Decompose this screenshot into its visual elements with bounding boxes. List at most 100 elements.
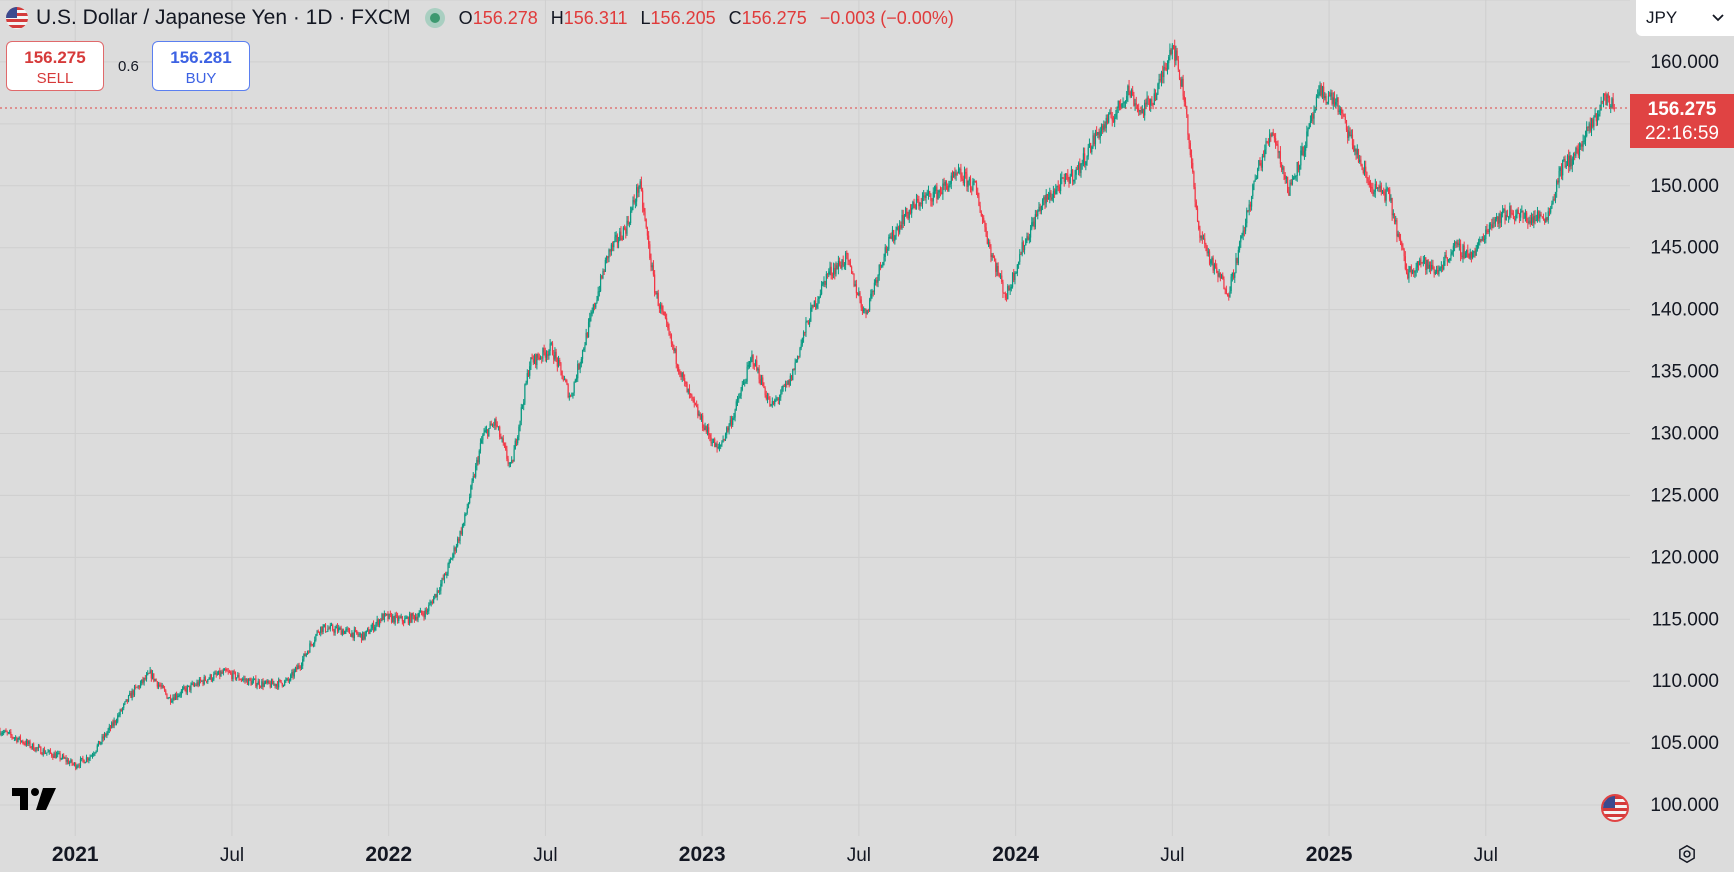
candle-body: [99, 741, 101, 745]
candle-body: [1321, 86, 1324, 96]
candle-body: [642, 190, 644, 208]
symbol-title[interactable]: U.S. Dollar / Japanese Yen · 1D · FXCM: [36, 6, 411, 29]
candle-body: [507, 458, 509, 464]
candle-body: [1187, 114, 1189, 135]
candle-body: [327, 628, 329, 632]
candle-body: [1184, 101, 1187, 107]
candle-body: [1399, 238, 1402, 242]
y-tick-label: 105.000: [1650, 733, 1719, 754]
buy-button[interactable]: 156.281 BUY: [152, 41, 250, 91]
candle-body: [702, 415, 704, 428]
candle-body: [814, 300, 817, 308]
candle-body: [344, 630, 346, 635]
candle-body: [473, 476, 476, 477]
tradingview-logo-icon[interactable]: [10, 786, 60, 812]
us-flag-icon[interactable]: [1601, 794, 1629, 822]
last-price-label: 156.275 22:16:59: [1630, 94, 1734, 149]
candle-body: [817, 299, 819, 305]
candle-body: [1529, 220, 1531, 224]
candle-body: [1369, 185, 1372, 187]
candle-body: [1090, 143, 1092, 153]
candle-body: [844, 253, 847, 265]
candle-body: [787, 380, 789, 384]
candle-body: [1291, 179, 1294, 185]
candle-body: [1275, 138, 1277, 145]
candle-body: [1435, 269, 1438, 272]
market-open-icon[interactable]: [424, 8, 445, 28]
candle-body: [828, 271, 830, 275]
candle-body: [1594, 113, 1596, 118]
candle-body: [572, 392, 574, 396]
candle-body: [963, 171, 966, 184]
candle-body: [466, 507, 468, 513]
candle-body: [1277, 144, 1279, 153]
candle-body: [519, 420, 521, 427]
settings-gear-icon[interactable]: [1676, 843, 1698, 865]
candle-body: [567, 384, 569, 398]
candle-body: [346, 628, 348, 630]
candle-body: [763, 385, 765, 389]
candle-body: [823, 280, 825, 282]
candle-body: [1606, 94, 1608, 106]
candle-body: [531, 357, 533, 360]
candle-body: [1532, 217, 1534, 223]
candle-body: [190, 684, 192, 691]
candle-body: [388, 613, 390, 619]
candle-body: [977, 192, 979, 197]
candle-body: [1583, 140, 1585, 142]
candle-body: [1371, 186, 1373, 189]
x-tick-label: Jul: [847, 845, 871, 866]
candle-body: [1360, 159, 1362, 165]
candle-body: [1468, 257, 1470, 259]
candle-body: [1166, 63, 1169, 70]
candle-body: [353, 629, 355, 639]
candle-body: [1397, 233, 1399, 237]
candle-body: [730, 419, 733, 425]
currency-select[interactable]: JPY: [1636, 0, 1734, 36]
candle-body: [562, 378, 564, 381]
candle-body: [386, 614, 388, 615]
candle-body: [1608, 97, 1611, 108]
candle-body: [1201, 235, 1203, 240]
candle-body: [1034, 214, 1036, 227]
time-axis[interactable]: 2021 Jul 2022 Jul 2023 Jul 2024 Jul 2025 Jul: [0, 836, 1734, 872]
candle-body: [1498, 213, 1500, 224]
sell-button[interactable]: 156.275 SELL: [6, 41, 104, 91]
candle-body: [808, 321, 811, 325]
candle-body: [1411, 270, 1414, 274]
candle-body: [1512, 213, 1515, 219]
candle-body: [227, 671, 229, 673]
candle-body: [142, 679, 144, 683]
candle-body: [896, 227, 898, 230]
candle-body: [1116, 107, 1118, 114]
candle-body: [484, 430, 486, 433]
candle-body: [25, 740, 28, 745]
candle-body: [514, 440, 516, 450]
candle-body: [1318, 91, 1320, 96]
candle-body: [687, 389, 689, 393]
candle-body: [1354, 148, 1356, 152]
high-value: 156.311: [563, 7, 628, 28]
candle-body: [424, 609, 426, 618]
candle-body: [1404, 256, 1406, 269]
candle-body: [1079, 163, 1081, 174]
candle-body: [75, 763, 77, 769]
candle-body: [233, 671, 235, 673]
candle-body: [231, 673, 233, 679]
candle-body: [997, 265, 999, 275]
candle-body: [1429, 264, 1432, 270]
candle-body: [924, 195, 926, 198]
candle-body: [266, 680, 268, 683]
candle-body: [626, 220, 628, 234]
candle-body: [441, 578, 443, 584]
candle-body: [854, 284, 856, 286]
candle-body: [852, 273, 854, 275]
candle-body: [491, 424, 494, 426]
candle-body: [1260, 162, 1262, 168]
change-value: −0.003 (−0.00%): [819, 7, 954, 28]
candle-body: [54, 753, 56, 759]
candle-body: [625, 228, 627, 234]
candle-body: [877, 275, 879, 283]
candle-body: [1389, 189, 1391, 201]
